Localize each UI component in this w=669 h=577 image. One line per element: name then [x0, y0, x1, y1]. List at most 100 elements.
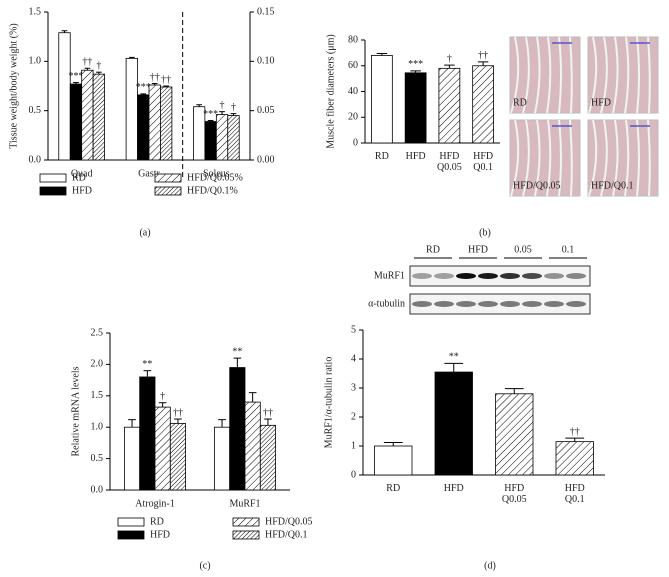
x-tick-line: HFD — [439, 151, 459, 162]
significance-label: † — [96, 60, 101, 71]
micrograph-label: RD — [513, 97, 527, 108]
bar — [154, 406, 171, 491]
error-bar — [218, 419, 226, 428]
blot-band — [522, 273, 542, 279]
panel-label: (d) — [484, 560, 496, 571]
bar — [92, 73, 105, 161]
bar — [438, 67, 461, 144]
bar — [434, 371, 473, 476]
blot-band — [566, 301, 586, 307]
bar — [81, 69, 94, 161]
micrograph-label: HFD/Q0.05 — [513, 180, 561, 191]
bar — [169, 423, 187, 491]
significance-label: †† — [173, 407, 183, 418]
tick-label: 0.0 — [29, 154, 42, 165]
error-bar — [84, 67, 91, 71]
bar — [555, 441, 594, 476]
x-tick-line: HFD — [444, 483, 464, 494]
significance-label: †† — [570, 426, 580, 437]
tick-label: 2.5 — [91, 327, 104, 338]
significance-label: † — [220, 100, 225, 111]
micrograph — [587, 36, 659, 114]
bar — [137, 94, 150, 161]
x-tick-label: RD — [375, 151, 389, 162]
error-bar — [163, 85, 170, 87]
x-tick-label: HFD Q0.05 — [502, 483, 527, 505]
tick-label: 0.05 — [257, 105, 275, 116]
error-bar — [504, 388, 524, 394]
micrograph-texture — [569, 119, 573, 197]
bar — [229, 367, 246, 491]
micrograph-texture — [558, 119, 562, 197]
significance-label: *** — [408, 59, 423, 70]
tick-label: 1.0 — [91, 421, 104, 432]
blot-band — [500, 273, 520, 279]
blot-band — [434, 273, 454, 279]
micrograph-texture — [588, 119, 598, 197]
x-tick-label: HFD Q0.1 — [473, 151, 493, 173]
error-bar — [264, 418, 272, 426]
error-bar — [477, 61, 489, 66]
micrograph-texture — [636, 119, 640, 197]
tick-label: 0.15 — [257, 6, 275, 17]
micrograph-texture — [558, 36, 562, 114]
bar — [259, 424, 276, 491]
tick-label: 80 — [348, 34, 358, 45]
tick-label: 2 — [351, 411, 356, 422]
blot-row-label: α-tubulin — [368, 298, 405, 309]
error-bar — [376, 53, 388, 56]
bar — [472, 65, 494, 144]
tick-label: 4 — [351, 353, 356, 364]
micrograph-label: HFD — [591, 97, 611, 108]
bar — [404, 72, 427, 144]
bar — [125, 57, 138, 161]
tick-label: 60 — [348, 60, 358, 71]
significance-label: †† — [150, 72, 160, 83]
tick-label: 0 — [353, 137, 358, 148]
tick-label: 0.00 — [257, 154, 275, 165]
micrograph-texture — [522, 36, 530, 114]
legend-label: RD — [72, 172, 86, 183]
x-tick-label: Gastr — [138, 168, 160, 179]
blot-band — [500, 301, 520, 307]
micrograph-texture — [510, 119, 520, 197]
bar — [244, 401, 261, 491]
micrograph-texture — [546, 119, 552, 197]
tick-label: 0.10 — [257, 56, 275, 67]
x-tick-line: Q0.1 — [565, 494, 585, 505]
tick-label: 0.5 — [91, 453, 104, 464]
legend-swatch — [39, 186, 67, 196]
error-bar — [207, 120, 214, 122]
micrograph-texture — [546, 36, 552, 114]
bar — [58, 32, 71, 161]
tick-label: 1 — [351, 440, 356, 451]
error-bar — [128, 56, 135, 59]
bar — [139, 376, 156, 491]
blot-band — [544, 273, 564, 279]
tick-label: 1.5 — [91, 390, 104, 401]
micrograph-texture — [569, 36, 573, 114]
panel-label: (b) — [479, 227, 491, 238]
x-tick-line: RD — [375, 151, 389, 162]
micrograph-texture — [600, 36, 608, 114]
legend-label: RD — [150, 516, 164, 527]
x-tick-line: RD — [386, 483, 400, 494]
x-tick-label: HFD Q0.05 — [437, 151, 462, 173]
significance-label: ** — [232, 346, 242, 357]
significance-label: † — [231, 102, 236, 113]
legend-swatch — [154, 186, 182, 196]
bar — [215, 114, 229, 161]
bar — [160, 86, 173, 161]
error-bar — [158, 402, 167, 408]
blot-band — [478, 273, 498, 279]
bar — [124, 426, 141, 491]
error-bar — [233, 357, 242, 368]
x-tick-label: HFD — [444, 483, 464, 494]
error-bar — [444, 64, 455, 69]
legend-label: HFD/Q0.1% — [187, 185, 238, 196]
x-tick-line: HFD — [473, 151, 493, 162]
micrograph-texture — [588, 36, 598, 114]
bar — [495, 393, 534, 476]
legend-label: HFD/Q0.05% — [187, 172, 243, 183]
bar — [371, 55, 393, 144]
